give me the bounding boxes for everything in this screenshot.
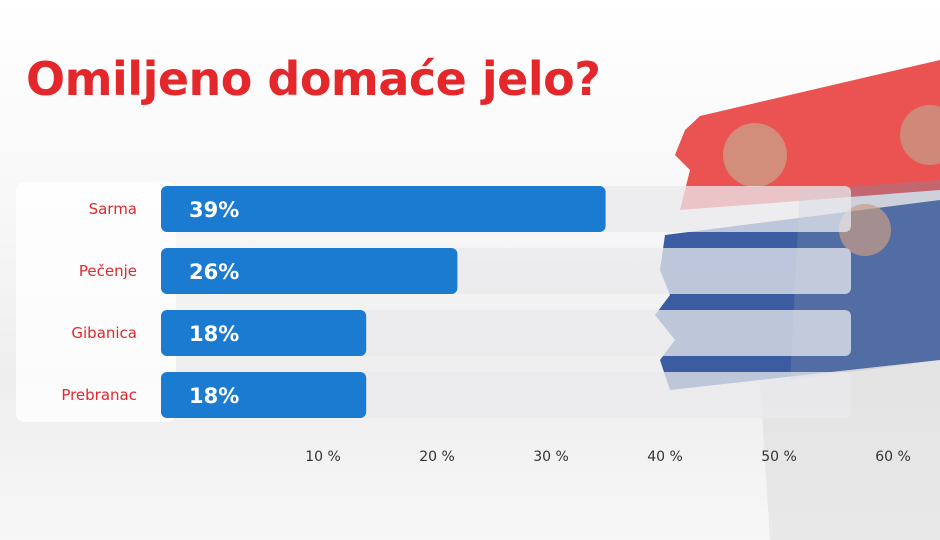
bar-3 bbox=[161, 372, 367, 418]
value-label-0: 39% bbox=[189, 198, 239, 222]
bar-1 bbox=[161, 248, 458, 294]
category-label-1: Pečenje bbox=[79, 262, 137, 280]
value-label-1: 26% bbox=[189, 260, 239, 284]
value-label-3: 18% bbox=[189, 384, 239, 408]
category-label-0: Sarma bbox=[89, 200, 137, 218]
category-label-3: Prebranac bbox=[61, 386, 137, 404]
value-label-2: 18% bbox=[189, 322, 239, 346]
x-tick-label-1: 20 % bbox=[419, 449, 455, 465]
x-tick-label-5: 60 % bbox=[875, 449, 911, 465]
category-label-2: Gibanica bbox=[71, 324, 137, 342]
category-label-panel bbox=[16, 182, 176, 422]
chart-title: Omiljeno domaće jelo? bbox=[26, 52, 601, 106]
x-tick-label-2: 30 % bbox=[533, 449, 569, 465]
bar-2 bbox=[161, 310, 367, 356]
bar-0 bbox=[161, 186, 606, 232]
x-tick-label-3: 40 % bbox=[647, 449, 683, 465]
x-tick-label-4: 50 % bbox=[761, 449, 797, 465]
x-tick-label-0: 10 % bbox=[305, 449, 341, 465]
